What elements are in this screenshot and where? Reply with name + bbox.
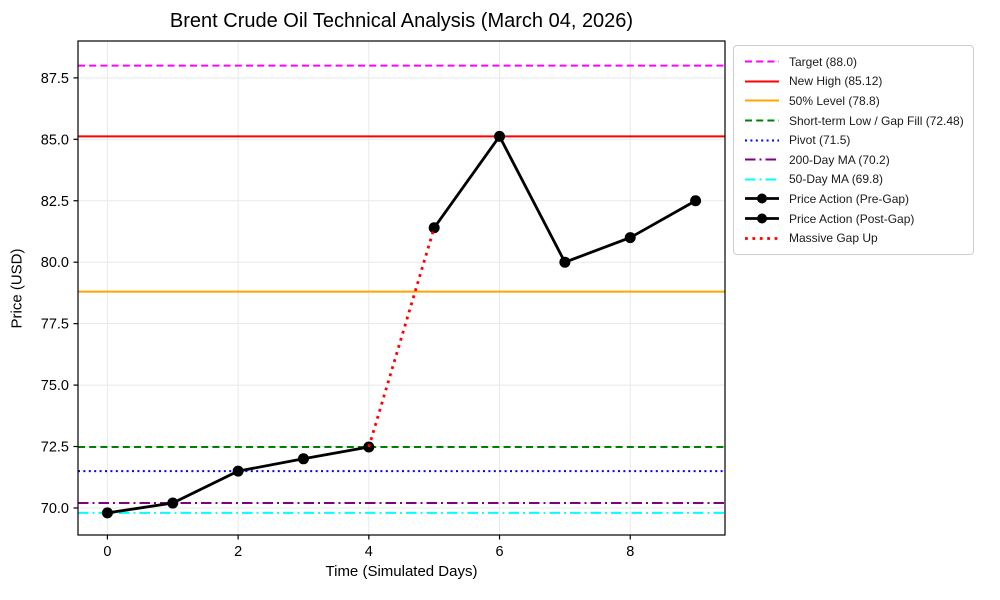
x-axis-label: Time (Simulated Days) [325,563,478,580]
legend-item-label: Price Action (Post-Gap) [789,211,915,226]
y-tick-label: 72.5 [41,440,69,456]
series-marker [624,232,636,244]
legend-item: New High (85.12) [743,72,964,92]
x-tick-label: 4 [365,544,373,560]
series-marker [297,453,309,465]
legend-line-sample-icon [745,178,779,181]
series-marker [428,222,440,234]
legend-item-label: Target (88.0) [789,54,858,69]
y-tick-label: 77.5 [41,317,69,333]
legend-item-label: 200-Day MA (70.2) [789,152,890,167]
legend-line-sample-icon [745,80,779,83]
legend-line-sample-icon [745,99,779,102]
y-tick-label: 82.5 [41,194,69,210]
legend-item: Massive Gap Up [743,228,964,248]
series-line [367,227,436,448]
chart-title: Brent Crude Oil Technical Analysis (Marc… [169,10,634,32]
legend-item-label: 50-Day MA (69.8) [789,172,884,187]
legend-line-sample-icon [745,193,779,204]
series-marker [232,465,244,477]
y-axis-label: Price (USD) [8,248,26,329]
legend-item-label: New High (85.12) [789,74,883,89]
legend-line-sample-icon [745,213,779,224]
legend-line-sample-icon [745,236,779,240]
y-tick-label: 85.0 [41,132,69,148]
series-marker [559,256,571,268]
x-tick-label: 6 [495,544,503,560]
legend-item-label: Price Action (Pre-Gap) [789,191,910,206]
legend-item-label: Short-term Low / Gap Fill (72.48) [789,113,964,128]
series-marker [690,195,702,207]
legend-item-label: Pivot (71.5) [789,133,851,148]
legend-item: 50-Day MA (69.8) [743,170,964,190]
x-tick-label: 2 [234,544,242,560]
legend-item-label: Massive Gap Up [789,231,878,246]
legend-item: Pivot (71.5) [743,130,964,150]
series-marker [494,130,506,142]
y-tick-label: 87.5 [41,71,69,87]
y-tick-label: 70.0 [41,501,69,517]
y-tick-label: 75.0 [41,378,69,394]
legend-item: Price Action (Post-Gap) [743,209,964,229]
plot-spines [77,40,726,536]
legend-line-sample-icon [745,139,779,142]
legend-box: Target (88.0) New High (85.12) 50% Level (… [733,45,974,255]
legend-item: Price Action (Pre-Gap) [743,189,964,209]
legend-item: Target (88.0) [743,52,964,72]
legend-item-label: 50% Level (78.8) [789,93,880,108]
x-tick-label: 8 [626,544,634,560]
series-line [433,133,697,264]
legend-line-sample-icon [745,60,779,63]
series-marker [167,497,179,509]
legend-item: Short-term Low / Gap Fill (72.48) [743,111,964,131]
series-marker [101,507,113,519]
x-tick-label: 0 [103,544,111,560]
legend-line-sample-icon [745,158,779,161]
legend-item: 200-Day MA (70.2) [743,150,964,170]
legend-item: 50% Level (78.8) [743,91,964,111]
y-tick-label: 80.0 [41,255,69,271]
legend-line-sample-icon [745,119,779,122]
